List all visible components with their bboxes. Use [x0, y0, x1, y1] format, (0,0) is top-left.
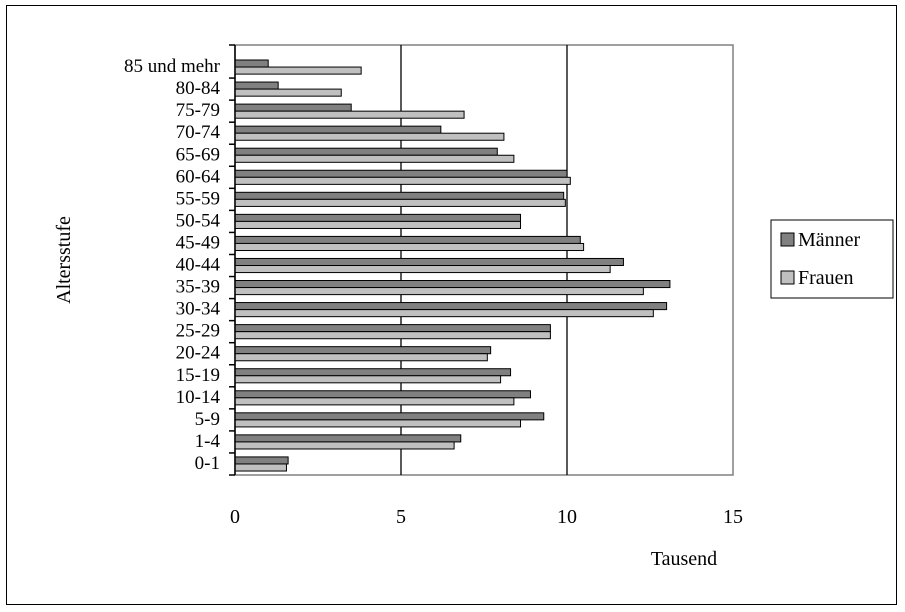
x-tick-labels: 0 5 10 15 [230, 506, 743, 528]
legend-swatch-frauen [780, 270, 795, 285]
bar-frauen-2 [234, 419, 522, 428]
legend: Männer Frauen [770, 219, 894, 299]
x-tick-label-10: 10 [557, 506, 577, 528]
bar-maenner-7 [234, 302, 668, 311]
y-tick-labels: 0-11-45-910-1415-1920-2425-2930-3435-394… [124, 56, 221, 474]
bar-maenner-10 [234, 235, 581, 244]
bar-frauen-5 [234, 353, 488, 362]
y-tick-label-0: 0-1 [195, 453, 220, 474]
y-tick-label-2: 5-9 [195, 409, 220, 430]
y-tick-label-3: 10-14 [176, 387, 221, 408]
y-tick-label-4: 15-19 [176, 365, 220, 386]
bar-maenner-1 [234, 434, 462, 443]
x-tick-label-0: 0 [230, 506, 240, 528]
y-tick-label-18: 85 und mehr [124, 56, 221, 77]
bar-frauen-10 [234, 242, 585, 252]
y-tick-label-10: 45-49 [176, 232, 220, 253]
y-tick-label-8: 35-39 [176, 277, 220, 298]
y-tick-label-16: 75-79 [176, 100, 220, 121]
y-ticks [229, 44, 235, 476]
bar-maenner-3 [234, 390, 531, 399]
y-tick-label-14: 65-69 [176, 144, 220, 165]
y-tick-label-12: 55-59 [176, 188, 220, 209]
bar-maenner-13 [234, 169, 568, 178]
bar-maenner-4 [234, 368, 512, 377]
bar-frauen-15 [234, 132, 505, 141]
bar-maenner-9 [234, 257, 624, 267]
y-tick-label-7: 30-34 [176, 299, 221, 320]
bar-maenner-18 [234, 59, 269, 68]
bar-frauen-11 [234, 220, 522, 229]
bar-frauen-6 [234, 331, 551, 340]
y-tick-label-11: 50-54 [176, 210, 221, 231]
bar-frauen-8 [234, 287, 644, 296]
bar-maenner-6 [234, 324, 551, 333]
bar-maenner-11 [234, 213, 522, 222]
x-axis-title: Tausend [651, 548, 717, 570]
bar-maenner-15 [234, 125, 442, 134]
x-tick-label-15: 15 [723, 506, 743, 528]
y-tick-label-1: 1-4 [195, 431, 221, 452]
y-tick-label-6: 25-29 [176, 321, 220, 342]
bar-maenner-12 [234, 191, 565, 200]
bar-frauen-17 [234, 88, 342, 97]
y-tick-label-17: 80-84 [176, 78, 221, 99]
y-axis-title: Altersstufe [53, 216, 75, 304]
bar-frauen-9 [234, 265, 611, 274]
legend-label-frauen: Frauen [798, 267, 854, 289]
bar-maenner-14 [234, 147, 498, 156]
legend-swatch-maenner [780, 232, 795, 247]
bar-frauen-1 [234, 441, 455, 450]
y-tick-label-9: 40-44 [176, 255, 221, 276]
bar-frauen-13 [234, 176, 571, 185]
bar-maenner-0 [234, 456, 289, 465]
y-tick-label-13: 60-64 [176, 166, 221, 187]
bar-frauen-18 [234, 66, 362, 75]
bar-frauen-3 [234, 397, 515, 406]
bar-maenner-17 [234, 81, 279, 90]
bar-maenner-16 [234, 103, 352, 112]
y-tick-label-15: 70-74 [176, 122, 221, 143]
bar-maenner-8 [234, 280, 671, 289]
x-tick-label-5: 5 [396, 506, 406, 528]
bar-frauen-4 [234, 375, 502, 384]
bar-frauen-12 [234, 198, 566, 207]
bar-frauen-0 [234, 463, 287, 472]
bar-maenner-5 [234, 346, 492, 355]
y-tick-label-5: 20-24 [176, 343, 221, 364]
bar-frauen-14 [234, 154, 515, 163]
bar-frauen-16 [234, 110, 465, 119]
bar-maenner-2 [234, 412, 545, 421]
legend-label-maenner: Männer [798, 229, 861, 251]
bar-frauen-7 [234, 309, 654, 318]
